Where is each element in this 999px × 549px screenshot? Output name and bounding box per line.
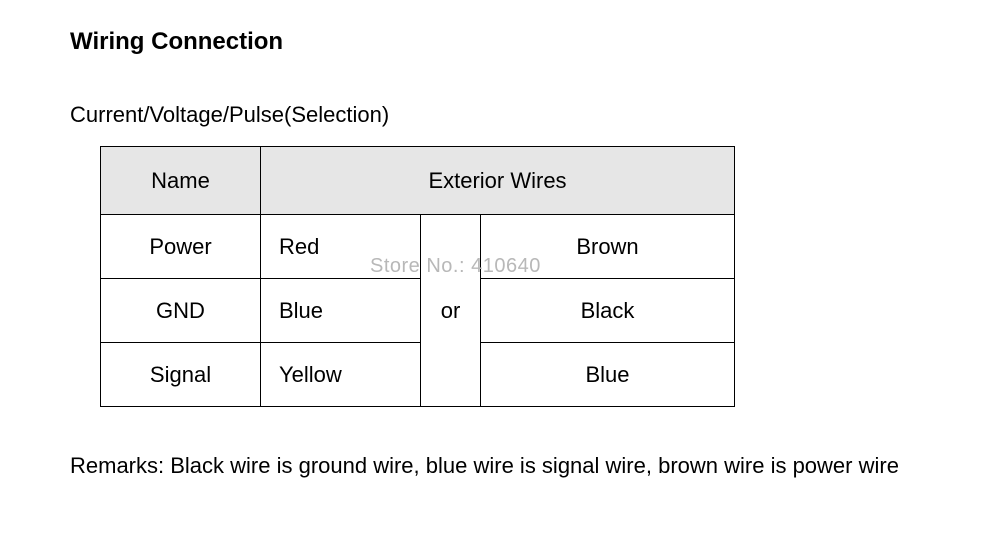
header-exterior-wires: Exterior Wires: [261, 147, 735, 215]
cell-right: Brown: [481, 215, 735, 279]
cell-left: Blue: [261, 279, 421, 343]
cell-right: Blue: [481, 343, 735, 407]
wiring-table: Name Exterior Wires Power Red or Brown G…: [100, 146, 735, 407]
cell-left: Red: [261, 215, 421, 279]
cell-left: Yellow: [261, 343, 421, 407]
cell-name: Signal: [101, 343, 261, 407]
cell-name: Power: [101, 215, 261, 279]
document-page: Wiring Connection Current/Voltage/Pulse(…: [70, 28, 940, 494]
section-subtitle: Current/Voltage/Pulse(Selection): [70, 102, 940, 128]
wiring-table-wrap: Name Exterior Wires Power Red or Brown G…: [100, 146, 940, 407]
header-name: Name: [101, 147, 261, 215]
cell-or: or: [421, 215, 481, 407]
cell-name: GND: [101, 279, 261, 343]
table-header-row: Name Exterior Wires: [101, 147, 735, 215]
table-row: Signal Yellow Blue: [101, 343, 735, 407]
page-title: Wiring Connection: [70, 28, 940, 56]
table-row: Power Red or Brown: [101, 215, 735, 279]
table-row: GND Blue Black: [101, 279, 735, 343]
cell-right: Black: [481, 279, 735, 343]
remarks-text: Remarks: Black wire is ground wire, blue…: [70, 437, 940, 494]
